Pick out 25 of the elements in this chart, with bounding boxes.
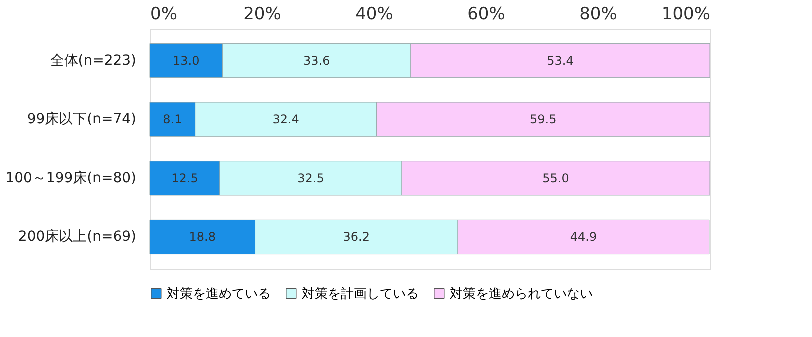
x-tick-label: 60%	[468, 4, 506, 24]
x-tick-label: 40%	[356, 4, 394, 24]
data-label: 59.5	[530, 112, 557, 127]
data-label: 33.6	[304, 54, 330, 68]
legend-label: 対策を進めている	[167, 286, 271, 302]
data-label: 18.8	[189, 230, 216, 244]
data-label: 32.4	[272, 112, 300, 127]
x-tick-label: 0%	[150, 4, 178, 24]
y-tick-label: 99床以下(n=74)	[27, 112, 136, 128]
x-tick-label: 100%	[662, 4, 710, 24]
data-label: 8.1	[163, 112, 182, 127]
data-label: 13.0	[173, 54, 200, 68]
y-tick-label: 200床以上(n=69)	[18, 229, 136, 246]
y-tick-label: 全体(n=223)	[50, 52, 136, 69]
x-tick-label: 80%	[580, 4, 618, 24]
data-label: 32.5	[298, 171, 324, 186]
legend-label: 対策を進められていない	[450, 286, 593, 302]
y-tick-label: 100～199床(n=80)	[6, 170, 136, 186]
data-label: 55.0	[542, 171, 570, 186]
legend-label: 対策を計画している	[302, 286, 419, 302]
data-label: 53.4	[547, 54, 574, 68]
x-tick-label: 20%	[244, 4, 282, 24]
data-label: 44.9	[570, 230, 598, 244]
data-label: 36.2	[343, 230, 370, 244]
data-label: 12.5	[172, 171, 198, 186]
